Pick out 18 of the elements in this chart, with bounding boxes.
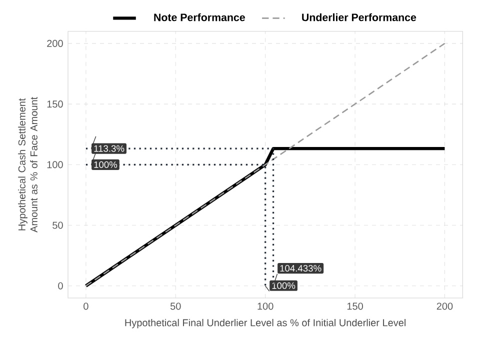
y-tick-label: 150 (47, 100, 63, 108)
x-axis-title: Hypothetical Final Underlier Level as % of Initial Underlier Level (125, 318, 406, 328)
y-tick-label: 200 (47, 40, 63, 47)
x-tick-label: 200 (436, 302, 453, 310)
y-tick-label: 0 (58, 282, 63, 290)
y-tick-label: 50 (52, 222, 63, 229)
y-axis-title: Hypothetical Cash Settlement Amount as % of Face Amount (18, 96, 38, 232)
annotation: 100% (272, 282, 296, 289)
x-tick-label: 50 (170, 302, 181, 310)
x-tick-label: 150 (347, 302, 363, 310)
legend-label: Underlier Performance (302, 13, 416, 22)
annotation: 113.3% (94, 145, 124, 152)
annotation: 100% (94, 161, 118, 168)
legend-label: Note Performance (154, 13, 245, 22)
y-tick-label: 100 (47, 161, 63, 168)
x-tick-label: 0 (84, 302, 88, 310)
x-tick-label: 100 (258, 302, 274, 310)
annotation: 104.433% (280, 265, 322, 272)
